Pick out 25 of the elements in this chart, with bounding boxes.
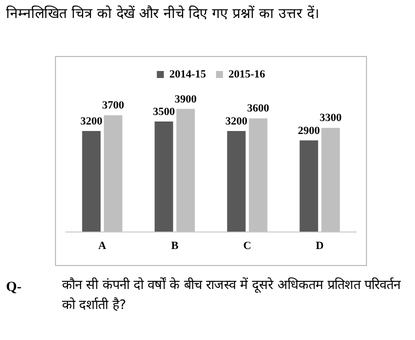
bar: [300, 140, 318, 232]
data-label: 3600: [247, 102, 270, 115]
data-label: 3500: [152, 106, 176, 118]
text: Q-: [6, 280, 22, 296]
data-label: 3300: [320, 112, 342, 124]
data-label: 3200: [80, 115, 103, 128]
bar: [154, 122, 174, 232]
data-label: 3700: [102, 100, 125, 112]
data-label: 3900: [174, 93, 198, 106]
chart-title: निम्नलिखित चित्र को देखें और नीचे दिए गए प्रश्नों का उत्तर दें।: [6, 4, 320, 24]
x-tick-label: B: [171, 240, 180, 252]
x-tick-label: C: [243, 240, 252, 252]
legend-label: 2015-16: [228, 68, 266, 80]
bar: [248, 118, 268, 232]
data-label: 2900: [298, 124, 320, 137]
bar: [104, 115, 122, 232]
bar: [227, 130, 246, 232]
bar: [82, 130, 101, 232]
bar: [321, 128, 340, 232]
data-label: 3200: [225, 115, 248, 128]
x-tick-label: D: [316, 240, 324, 252]
legend-label: 2014-15: [169, 68, 206, 80]
x-tick-label: A: [98, 240, 106, 252]
text: कौन सी कंपनी दो वर्षों के बीच राजस्व में दूसरे अधिकतम प्रतिशत परिवर्तन को दर्शाती है?: [62, 276, 402, 315]
bar: [176, 108, 195, 232]
